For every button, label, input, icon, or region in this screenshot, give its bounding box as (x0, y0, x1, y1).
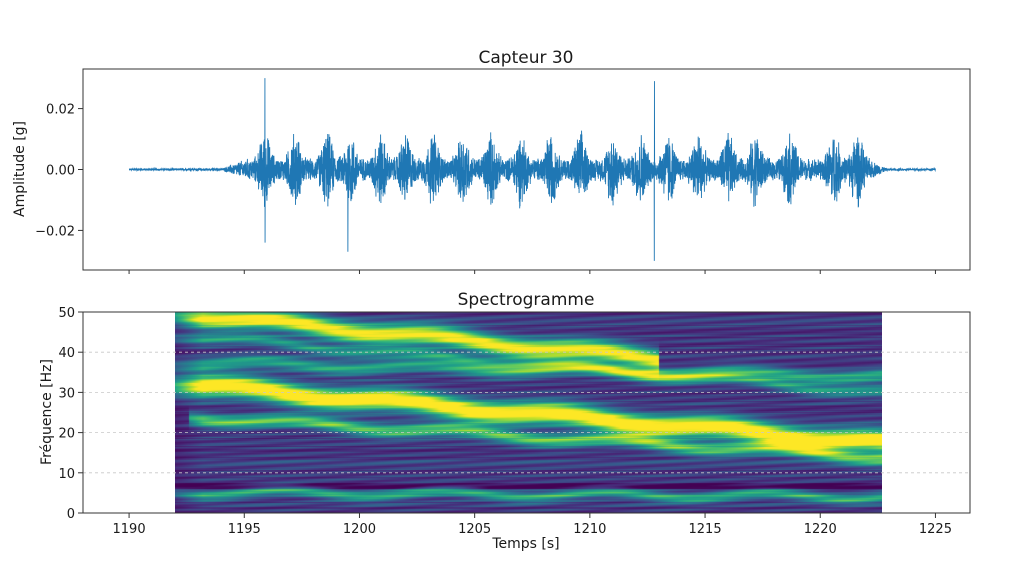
spectrogram-y-tick-label: 40 (58, 346, 75, 361)
signal-y-tick-label: 0.02 (46, 103, 75, 118)
signal-x-ticks (128, 270, 936, 274)
spectrogram-x-tick-label: 1225 (919, 522, 952, 537)
signal-y-label: Amplitude [g] (12, 121, 28, 217)
signal-y-tick-label: 0.00 (46, 164, 75, 179)
spectrogram-x-tick-label: 1195 (228, 522, 261, 537)
spectrogram-panel: Spectrogramme 0 10 20 30 40 50 1190 1195 1200 12… (39, 290, 971, 552)
spectrogram-y-tick-label: 20 (58, 427, 75, 442)
spectrogram-x-tick-label: 1210 (573, 522, 606, 537)
signal-title: Capteur 30 (478, 48, 573, 68)
spectrogram-y-tick-label: 30 (58, 386, 75, 401)
spectrogram-x-tick-label: 1215 (689, 522, 722, 537)
signal-y-tick-label: −0.02 (35, 224, 75, 239)
spectrogram-x-label: Temps [s] (491, 536, 559, 552)
spectrogram-heatmap (175, 312, 883, 513)
spectrogram-x-tick-label: 1220 (804, 522, 837, 537)
signal-line (128, 78, 936, 261)
spectrogram-y-tick-label: 0 (67, 507, 75, 522)
spectrogram-y-tick-label: 50 (58, 306, 75, 321)
spectrogram-x-tick-label: 1205 (458, 522, 491, 537)
spectrogram-y-tick-label: 10 (58, 467, 75, 482)
spectrogram-y-ticks: 0 10 20 30 40 50 (58, 306, 83, 522)
spectrogram-axes-frame (82, 311, 971, 514)
spectrogram-x-tick-label: 1190 (113, 522, 146, 537)
spectrogram-x-tick-label: 1200 (343, 522, 376, 537)
spectrogram-image-wrapper (175, 312, 883, 513)
spectrogram-y-label: Fréquence [Hz] (39, 359, 55, 465)
signal-plot-area (128, 78, 936, 261)
spectrogram-x-ticks: 1190 1195 1200 1205 1210 1215 1220 1225 (113, 513, 952, 537)
signal-y-ticks: 0.02 0.00 −0.02 (35, 103, 83, 239)
spectrogram-grid (83, 351, 970, 474)
signal-panel: Capteur 30 0.02 0.00 −0.02 Amplitude [g] (12, 48, 971, 274)
spectrogram-title: Spectrogramme (458, 290, 595, 310)
